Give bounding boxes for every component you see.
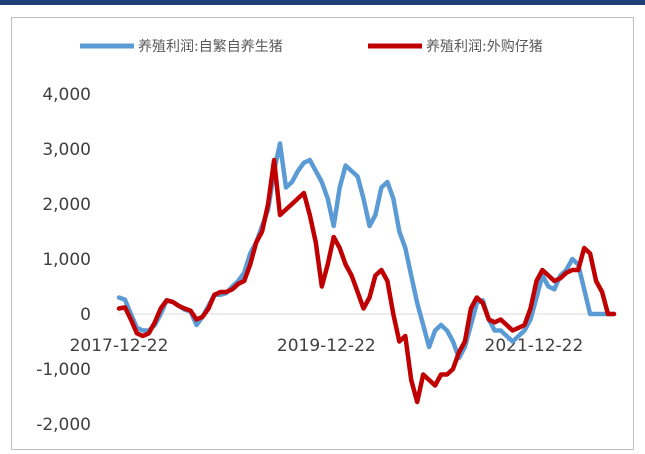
y-tick-label: 4,000 — [42, 85, 91, 105]
series-line-2 — [116, 157, 617, 405]
y-tick-label: 3,000 — [42, 140, 91, 160]
y-tick-label: -1,000 — [36, 360, 91, 380]
y-tick-label: 2,000 — [42, 195, 91, 215]
y-tick-label: 0 — [80, 305, 91, 325]
top-rule — [0, 0, 645, 5]
y-axis-tick-labels: -2,000 -1,000 0 1,000 2,000 3,000 4,000 — [36, 85, 91, 435]
chart-frame — [11, 17, 634, 450]
x-tick-label: 2017-12-22 — [70, 336, 169, 356]
legend-label-1: 养殖利润:自繁自养生猪 — [138, 38, 283, 55]
series-line-1 — [116, 141, 617, 361]
x-tick-label: 2021-12-22 — [485, 336, 584, 356]
y-tick-label: -2,000 — [36, 415, 91, 435]
x-axis-tick-labels: 2017-12-22 2019-12-22 2021-12-22 — [70, 336, 584, 356]
legend: 养殖利润:自繁自养生猪 养殖利润:外购仔猪 — [80, 38, 543, 55]
series-lines — [116, 141, 617, 405]
legend-label-2: 养殖利润:外购仔猪 — [426, 38, 543, 55]
y-tick-label: 1,000 — [42, 250, 91, 270]
x-tick-label: 2019-12-22 — [277, 336, 376, 356]
